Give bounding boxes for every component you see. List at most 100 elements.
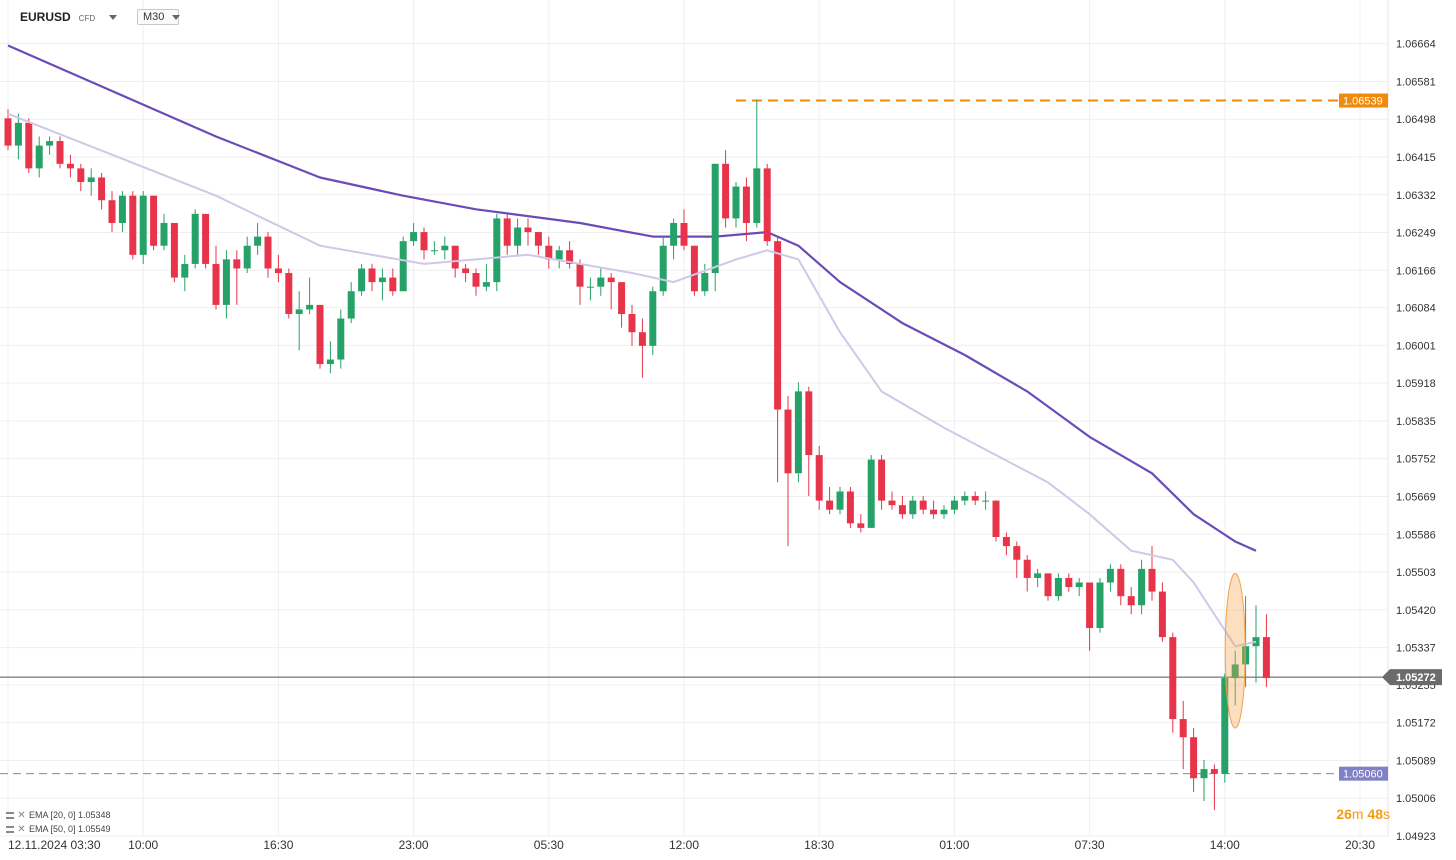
candle-up[interactable]: [982, 500, 990, 502]
candle-up[interactable]: [961, 496, 969, 501]
candle-up[interactable]: [326, 359, 334, 365]
candle-up[interactable]: [670, 222, 678, 246]
candle-up[interactable]: [1034, 573, 1042, 578]
candle-down[interactable]: [472, 273, 480, 287]
candle-down[interactable]: [56, 141, 64, 164]
candle-down[interactable]: [98, 177, 106, 201]
candle-up[interactable]: [482, 282, 490, 287]
candle-up[interactable]: [867, 459, 875, 528]
candle-up[interactable]: [514, 227, 522, 246]
candle-down[interactable]: [534, 232, 542, 246]
candle-up[interactable]: [586, 286, 594, 288]
candle-down[interactable]: [742, 186, 750, 223]
candle-up[interactable]: [378, 277, 386, 283]
candle-down[interactable]: [1065, 577, 1073, 588]
candle-down[interactable]: [1044, 573, 1052, 597]
candle-down[interactable]: [1117, 568, 1125, 597]
candle-up[interactable]: [1138, 568, 1146, 606]
candle-down[interactable]: [368, 268, 376, 283]
candle-down[interactable]: [4, 118, 12, 146]
candle-up[interactable]: [711, 163, 719, 274]
candle-up[interactable]: [555, 250, 563, 260]
candle-down[interactable]: [805, 391, 813, 456]
candle-down[interactable]: [971, 496, 979, 501]
candle-down[interactable]: [919, 500, 927, 510]
candle-up[interactable]: [1231, 664, 1239, 679]
candle-up[interactable]: [1106, 568, 1114, 583]
candle-down[interactable]: [1013, 546, 1021, 560]
candle-up[interactable]: [836, 491, 844, 510]
candle-up[interactable]: [35, 145, 43, 169]
menu-icon[interactable]: [6, 811, 14, 819]
candle-down[interactable]: [1148, 568, 1156, 592]
candle-up[interactable]: [399, 241, 407, 292]
candle-up[interactable]: [441, 245, 449, 251]
candle-up[interactable]: [1252, 637, 1260, 647]
candle-down[interactable]: [129, 195, 137, 255]
candle-down[interactable]: [898, 505, 906, 515]
candle-down[interactable]: [1086, 582, 1094, 629]
candle-up[interactable]: [222, 259, 230, 305]
candle-up[interactable]: [181, 263, 189, 278]
candle-down[interactable]: [264, 236, 272, 269]
candle-down[interactable]: [992, 500, 1000, 537]
candle-down[interactable]: [815, 455, 823, 501]
candle-down[interactable]: [566, 250, 574, 264]
candle-down[interactable]: [857, 523, 865, 528]
candle-down[interactable]: [846, 491, 854, 524]
candle-up[interactable]: [1075, 582, 1083, 588]
candle-up[interactable]: [87, 177, 95, 183]
candle-down[interactable]: [233, 259, 241, 269]
candle-up[interactable]: [701, 273, 709, 292]
candle-up[interactable]: [1096, 582, 1104, 629]
candle-down[interactable]: [545, 245, 553, 260]
candle-down[interactable]: [316, 304, 324, 365]
candle-down[interactable]: [784, 409, 792, 474]
candle-down[interactable]: [77, 168, 85, 183]
candle-down[interactable]: [628, 313, 636, 333]
candle-up[interactable]: [794, 391, 802, 474]
candle-up[interactable]: [410, 232, 418, 242]
candle-up[interactable]: [732, 186, 740, 219]
candle-down[interactable]: [618, 282, 626, 314]
candle-down[interactable]: [1190, 737, 1198, 779]
candle-down[interactable]: [878, 459, 886, 501]
candle-up[interactable]: [659, 245, 667, 292]
candle-up[interactable]: [139, 195, 147, 255]
candle-down[interactable]: [212, 263, 220, 305]
candle-down[interactable]: [1023, 559, 1031, 578]
candle-up[interactable]: [753, 168, 761, 223]
candle-up[interactable]: [14, 122, 22, 146]
candle-up[interactable]: [1200, 769, 1208, 779]
candle-up[interactable]: [1221, 678, 1229, 774]
candle-up[interactable]: [493, 218, 501, 283]
candle-up[interactable]: [909, 500, 917, 515]
candle-up[interactable]: [306, 304, 314, 310]
candle-down[interactable]: [690, 245, 698, 292]
candle-down[interactable]: [503, 218, 511, 246]
candle-up[interactable]: [160, 222, 168, 246]
candle-down[interactable]: [774, 241, 782, 410]
candle-up[interactable]: [597, 277, 605, 287]
candle-down[interactable]: [25, 122, 33, 169]
candle-up[interactable]: [940, 509, 948, 515]
candle-down[interactable]: [576, 263, 584, 287]
symbol-selector[interactable]: EURUSD CFD: [6, 6, 118, 28]
candle-down[interactable]: [826, 500, 834, 510]
candle-down[interactable]: [462, 268, 470, 274]
candle-up[interactable]: [295, 309, 303, 314]
candle-down[interactable]: [1169, 637, 1177, 720]
candle-down[interactable]: [285, 273, 293, 314]
candle-down[interactable]: [420, 232, 428, 251]
candle-down[interactable]: [170, 222, 178, 278]
candle-up[interactable]: [243, 245, 251, 269]
candle-down[interactable]: [680, 222, 688, 246]
candle-down[interactable]: [202, 213, 210, 264]
candle-down[interactable]: [274, 268, 282, 274]
candle-up[interactable]: [337, 318, 345, 360]
candle-up[interactable]: [649, 291, 657, 346]
candle-up[interactable]: [46, 141, 54, 146]
candle-down[interactable]: [607, 277, 615, 283]
candle-up[interactable]: [191, 213, 199, 264]
